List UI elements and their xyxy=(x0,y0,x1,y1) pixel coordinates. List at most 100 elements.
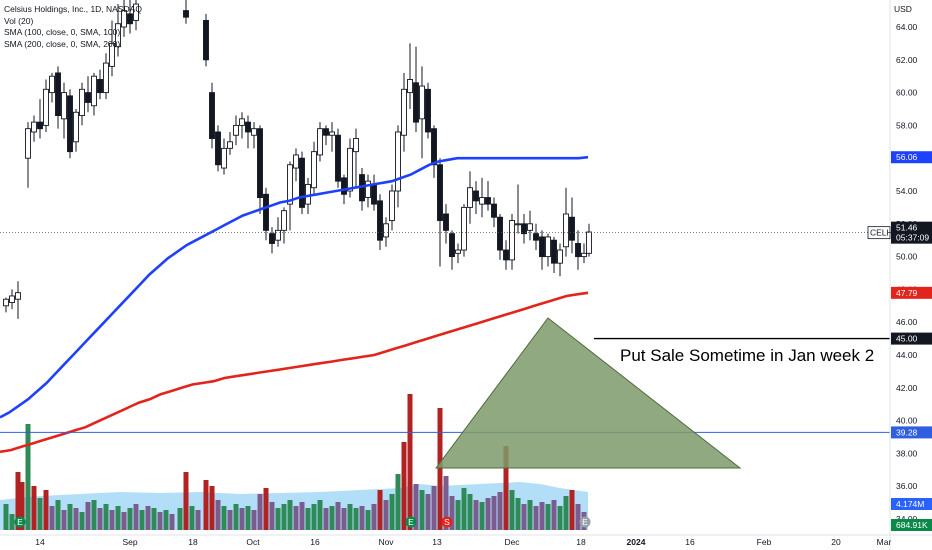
volume-bar xyxy=(419,490,425,530)
legend-sma200[interactable]: SMA (200, close, 0, SMA, 200) xyxy=(4,38,121,49)
time-tick-label: Mar xyxy=(877,537,892,547)
candle-body xyxy=(557,249,563,264)
candle-body xyxy=(395,131,401,192)
volume-bar xyxy=(9,514,15,530)
candle-body xyxy=(133,3,139,21)
candle xyxy=(37,99,43,139)
candle-body xyxy=(491,203,497,218)
candle xyxy=(449,230,455,270)
volume-bar xyxy=(203,480,209,530)
candle xyxy=(203,13,209,67)
volume-bar xyxy=(163,510,169,530)
candle xyxy=(586,223,592,257)
volume-bar xyxy=(145,506,151,530)
candle-body xyxy=(293,154,299,169)
candle xyxy=(515,184,521,234)
sma100-line xyxy=(0,155,589,419)
candle xyxy=(115,4,121,57)
volume-bar xyxy=(195,510,201,530)
candle xyxy=(413,46,419,132)
candle xyxy=(43,79,49,132)
legend-sma100[interactable]: SMA (100, close, 0, SMA, 100) xyxy=(4,27,121,37)
earnings-marker[interactable]: E xyxy=(405,516,417,528)
badge-label: 39.28 xyxy=(896,427,918,437)
volume-bar xyxy=(91,500,97,530)
price-axis[interactable]: 64.0062.0060.0058.0056.0054.0052.0050.00… xyxy=(896,22,918,524)
candle-body xyxy=(61,92,67,120)
earnings-marker[interactable]: E xyxy=(14,516,26,528)
volume-bar xyxy=(49,506,55,530)
candle-body xyxy=(209,92,215,139)
volume-bar xyxy=(467,494,473,530)
volume-bar xyxy=(311,504,317,530)
candle xyxy=(323,125,329,146)
volume-bar xyxy=(431,486,437,530)
time-tick-label: 2024 xyxy=(627,537,646,547)
badge-background xyxy=(891,332,932,345)
candle-body xyxy=(127,13,133,25)
candle xyxy=(49,72,55,103)
plot-area[interactable] xyxy=(0,0,890,535)
volume-bar xyxy=(503,446,509,530)
volume-bar xyxy=(449,496,455,530)
time-tick-label: Feb xyxy=(757,537,772,547)
legend-volume[interactable]: Vol (20) xyxy=(4,15,34,26)
volume-bar xyxy=(569,490,575,530)
triangle-drawing[interactable] xyxy=(435,317,742,469)
candle-body xyxy=(431,128,437,166)
chart-legend[interactable]: Celsius Holdings, Inc., 1D, NASDAQ Vol (… xyxy=(4,4,142,50)
candle-body xyxy=(581,252,587,258)
candle-body xyxy=(521,223,527,235)
candle xyxy=(133,0,139,31)
badge-background xyxy=(891,426,932,439)
candle-body xyxy=(497,216,503,251)
volume-bar xyxy=(305,508,311,530)
candle xyxy=(61,82,67,139)
volume-bar xyxy=(177,508,183,530)
currency-label[interactable]: USD xyxy=(894,4,912,14)
candle xyxy=(209,82,215,149)
time-tick-label: Nov xyxy=(378,537,394,547)
candle-body xyxy=(383,223,389,238)
candle-body xyxy=(551,239,557,264)
sma200-line xyxy=(0,291,589,454)
earnings-marker[interactable]: E xyxy=(579,516,591,528)
candle xyxy=(503,240,509,270)
candle xyxy=(227,131,233,155)
volume-ma-badge: 4.174M xyxy=(891,498,932,510)
candle-body xyxy=(49,75,55,94)
candle-body xyxy=(15,292,21,300)
candle-body xyxy=(97,79,103,94)
volume-bar xyxy=(521,504,527,530)
candle xyxy=(539,230,545,270)
split-marker[interactable]: S xyxy=(441,516,453,528)
candle-body xyxy=(455,249,461,254)
candle xyxy=(521,213,527,244)
candle xyxy=(85,76,91,113)
volume-bar xyxy=(425,494,431,530)
time-tick-label: 18 xyxy=(576,537,586,547)
candle xyxy=(91,72,97,116)
volume-bar xyxy=(401,442,407,530)
candle-body xyxy=(287,164,293,205)
candle-body xyxy=(437,164,443,221)
price-tick-label: 36.00 xyxy=(896,481,918,491)
marker-letter: S xyxy=(444,517,450,527)
candle xyxy=(557,243,563,277)
volume-bar xyxy=(3,504,9,530)
volume-bar xyxy=(329,506,335,530)
candle xyxy=(485,181,491,211)
candle-body xyxy=(575,243,581,258)
volume-bar xyxy=(485,498,491,530)
candle-body xyxy=(25,128,31,159)
marker-circle xyxy=(579,516,591,528)
legend-symbol[interactable]: Celsius Holdings, Inc., 1D, NASDAQ xyxy=(4,4,142,14)
candle xyxy=(311,141,317,195)
candle-body xyxy=(401,88,407,136)
time-axis[interactable]: 14 Sep 18 Oct 16 Nov 13 Dec 18 2024 16 Feb 20 Mar xyxy=(35,537,891,547)
volume-bar xyxy=(37,498,43,530)
annotation-text[interactable]: Put Sale Sometime in Jan week 2 xyxy=(620,346,874,365)
candle xyxy=(251,122,257,149)
